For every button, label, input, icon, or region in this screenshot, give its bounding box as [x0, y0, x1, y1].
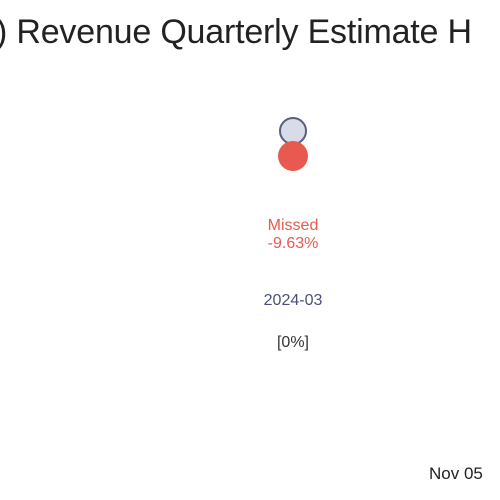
date-label: Nov 05 [429, 464, 483, 483]
estimate-point [279, 117, 307, 145]
surprise-percent-label: -9.63% [267, 235, 319, 252]
period-tick-label: 2024-03 [263, 292, 323, 309]
change-label: [0%] [276, 334, 309, 351]
chart-title: ) Revenue Quarterly Estimate H [0, 13, 472, 51]
result-status-label: Missed [267, 217, 319, 234]
actual-point [278, 141, 308, 172]
result-annotation: Missed -9.63% [233, 217, 353, 253]
